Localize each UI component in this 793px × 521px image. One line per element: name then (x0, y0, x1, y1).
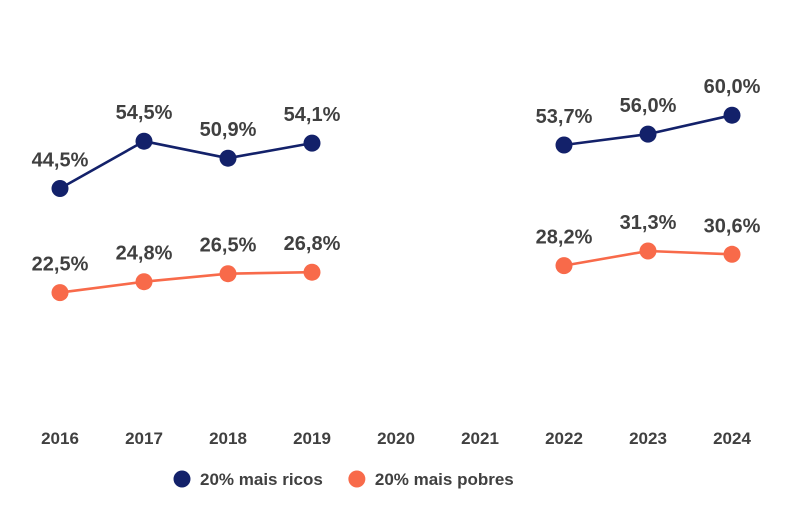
x-tick-label: 2021 (461, 429, 499, 448)
x-tick-label: 2020 (377, 429, 415, 448)
x-tick-label: 2018 (209, 429, 247, 448)
data-point (135, 273, 153, 291)
data-point (639, 242, 657, 260)
data-label: 30,6% (704, 215, 761, 237)
series-1: 22,5% 24,8% 26,5% 26,8% 28,2% 31,3% 30,6% (32, 212, 761, 302)
data-label: 28,2% (536, 227, 593, 249)
data-label: 56,0% (620, 95, 677, 117)
series-layer: 44,5% 54,5% 50,9% 54,1% 53,7% 56,0% 60,0% 22,5%… (32, 76, 761, 302)
data-label: 26,8% (284, 233, 341, 255)
data-point (303, 263, 321, 281)
data-point (555, 257, 573, 275)
legend-label: 20% mais ricos (200, 470, 323, 489)
data-point (639, 125, 657, 143)
legend-marker (173, 470, 191, 488)
data-label: 22,5% (32, 254, 89, 276)
x-tick-label: 2019 (293, 429, 331, 448)
data-label: 31,3% (620, 212, 677, 234)
data-point (723, 106, 741, 124)
legend-item: 20% mais ricos (173, 470, 323, 489)
data-point (51, 284, 69, 302)
series-line-segment (59, 270, 313, 294)
legend-marker (348, 470, 366, 488)
series-0: 44,5% 54,5% 50,9% 54,1% 53,7% 56,0% 60,0% (32, 76, 761, 197)
data-point (219, 265, 237, 283)
data-point (51, 180, 69, 197)
x-tick-label: 2017 (125, 429, 163, 448)
data-point (303, 134, 321, 152)
data-label: 24,8% (116, 243, 173, 265)
legend: 20% mais ricos 20% mais pobres (173, 470, 514, 489)
x-tick-label: 2016 (41, 429, 79, 448)
data-label: 26,5% (200, 235, 257, 257)
data-label: 50,9% (200, 119, 257, 141)
legend-label: 20% mais pobres (375, 470, 514, 489)
x-tick-label: 2024 (713, 429, 751, 448)
data-point (135, 132, 153, 150)
data-point (723, 245, 741, 263)
data-label: 54,1% (284, 104, 341, 126)
data-label: 60,0% (704, 76, 761, 98)
legend-item: 20% mais pobres (348, 470, 514, 489)
series-line-segment (59, 139, 313, 190)
x-tick-label: 2022 (545, 429, 583, 448)
data-label: 53,7% (536, 106, 593, 128)
data-point (555, 136, 573, 154)
x-tick-label: 2023 (629, 429, 667, 448)
data-label: 44,5% (32, 150, 89, 172)
x-axis: 2016 2017 2018 2019 2020 2021 2022 2023 2024 (41, 429, 751, 448)
data-label: 54,5% (116, 102, 173, 124)
data-point (219, 149, 237, 167)
